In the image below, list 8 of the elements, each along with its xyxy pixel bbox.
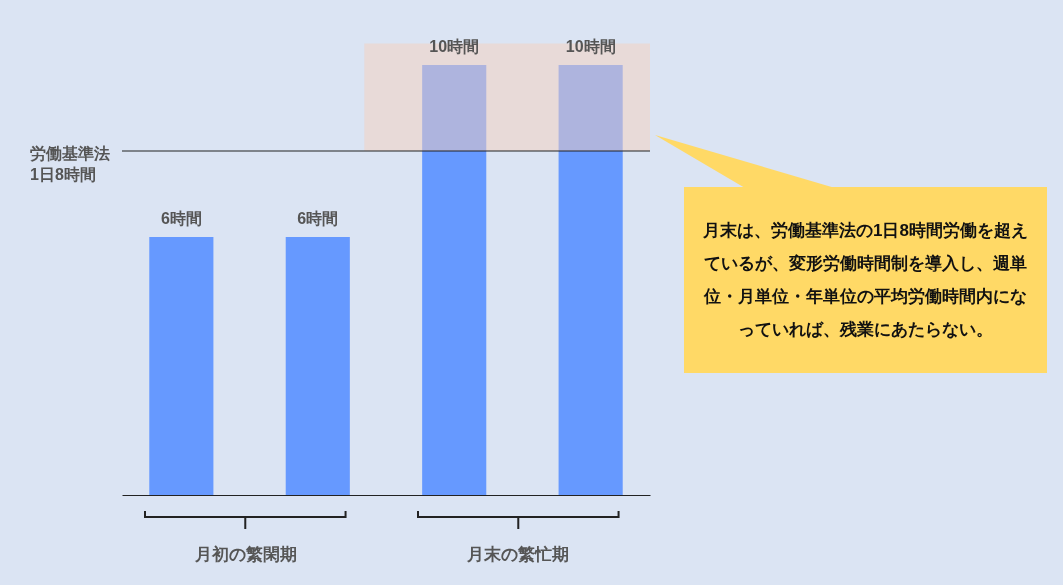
text: 月末は、労働基準法の1日8時間労働を超えているが、変形労働時間制を導入し、週単位・月単位・年単位の平均労働時間内になっていれば、残業にあたらない。	[702, 220, 1029, 341]
data-label: 6時間	[160, 210, 202, 227]
text: 月初の繁閑期	[194, 544, 297, 566]
ref-line-label: 労働基準法 1日8時間	[30, 145, 110, 183]
text: 月末の繁忙期	[467, 544, 570, 566]
data-label: 10時間	[565, 38, 616, 55]
data-label: 10時間	[429, 38, 480, 55]
data-label: 6時間	[297, 210, 339, 227]
